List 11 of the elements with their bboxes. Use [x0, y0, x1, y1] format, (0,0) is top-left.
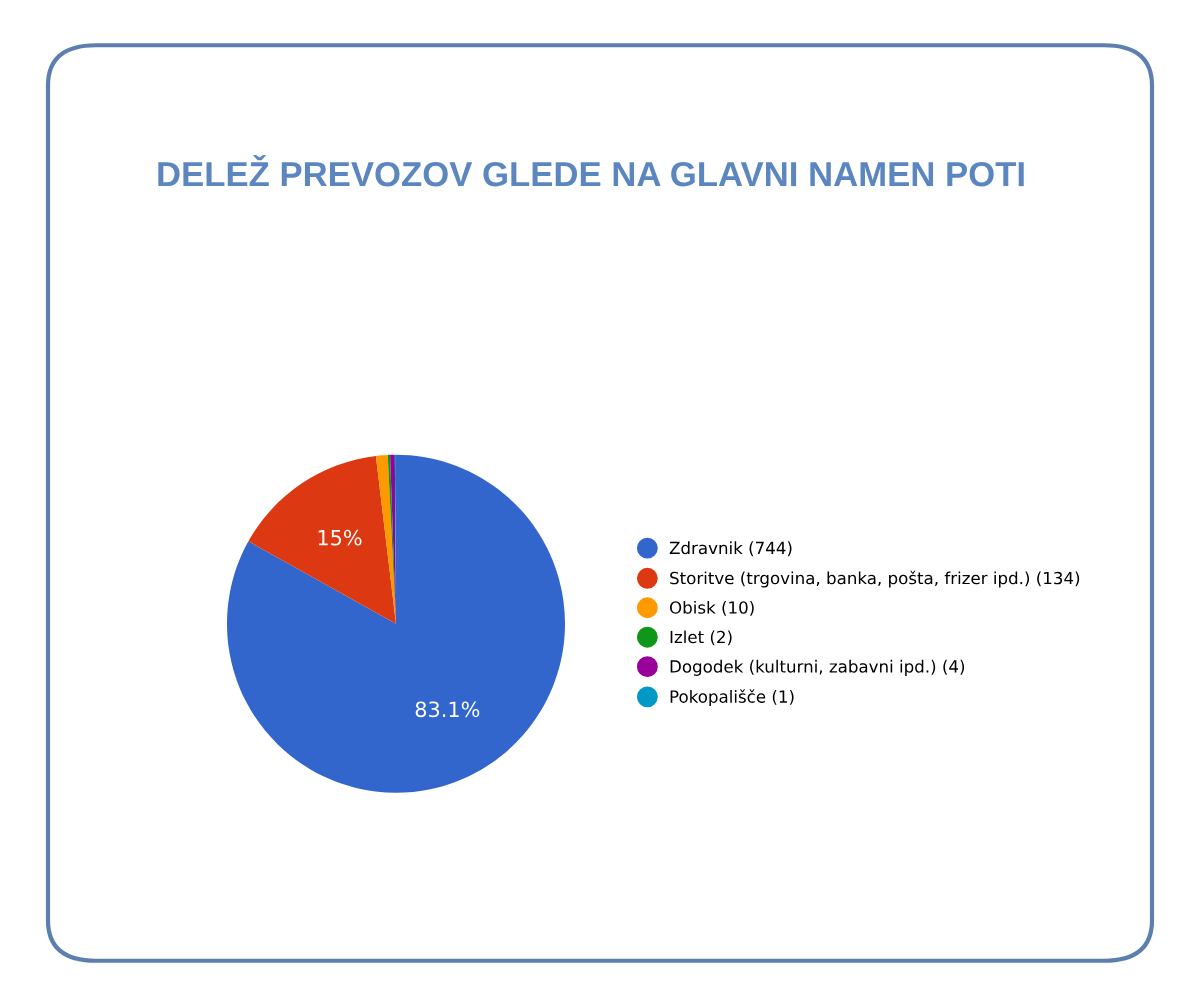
legend-label: Storitve (trgovina, banka, pošta, frizer ipd.) (134): [670, 570, 1080, 588]
data-label: 15%: [318, 529, 362, 546]
legend-label: Izlet (2): [670, 630, 732, 646]
legend-label: Pokopališče (1): [670, 689, 794, 707]
legend-label: Dogodek (kulturni, zabavni ipd.) (4): [670, 659, 965, 676]
pie-slice: [248, 455, 396, 624]
pie-slice: [227, 454, 565, 793]
legend-label: Zdravnik (744): [669, 541, 792, 557]
data-label: 83.1%: [415, 701, 480, 718]
chart-title: DELEŽ PREVOZOV GLEDE NA GLAVNI NAMEN POTI: [158, 155, 1024, 187]
legend-label: Obisk (10): [669, 600, 754, 616]
